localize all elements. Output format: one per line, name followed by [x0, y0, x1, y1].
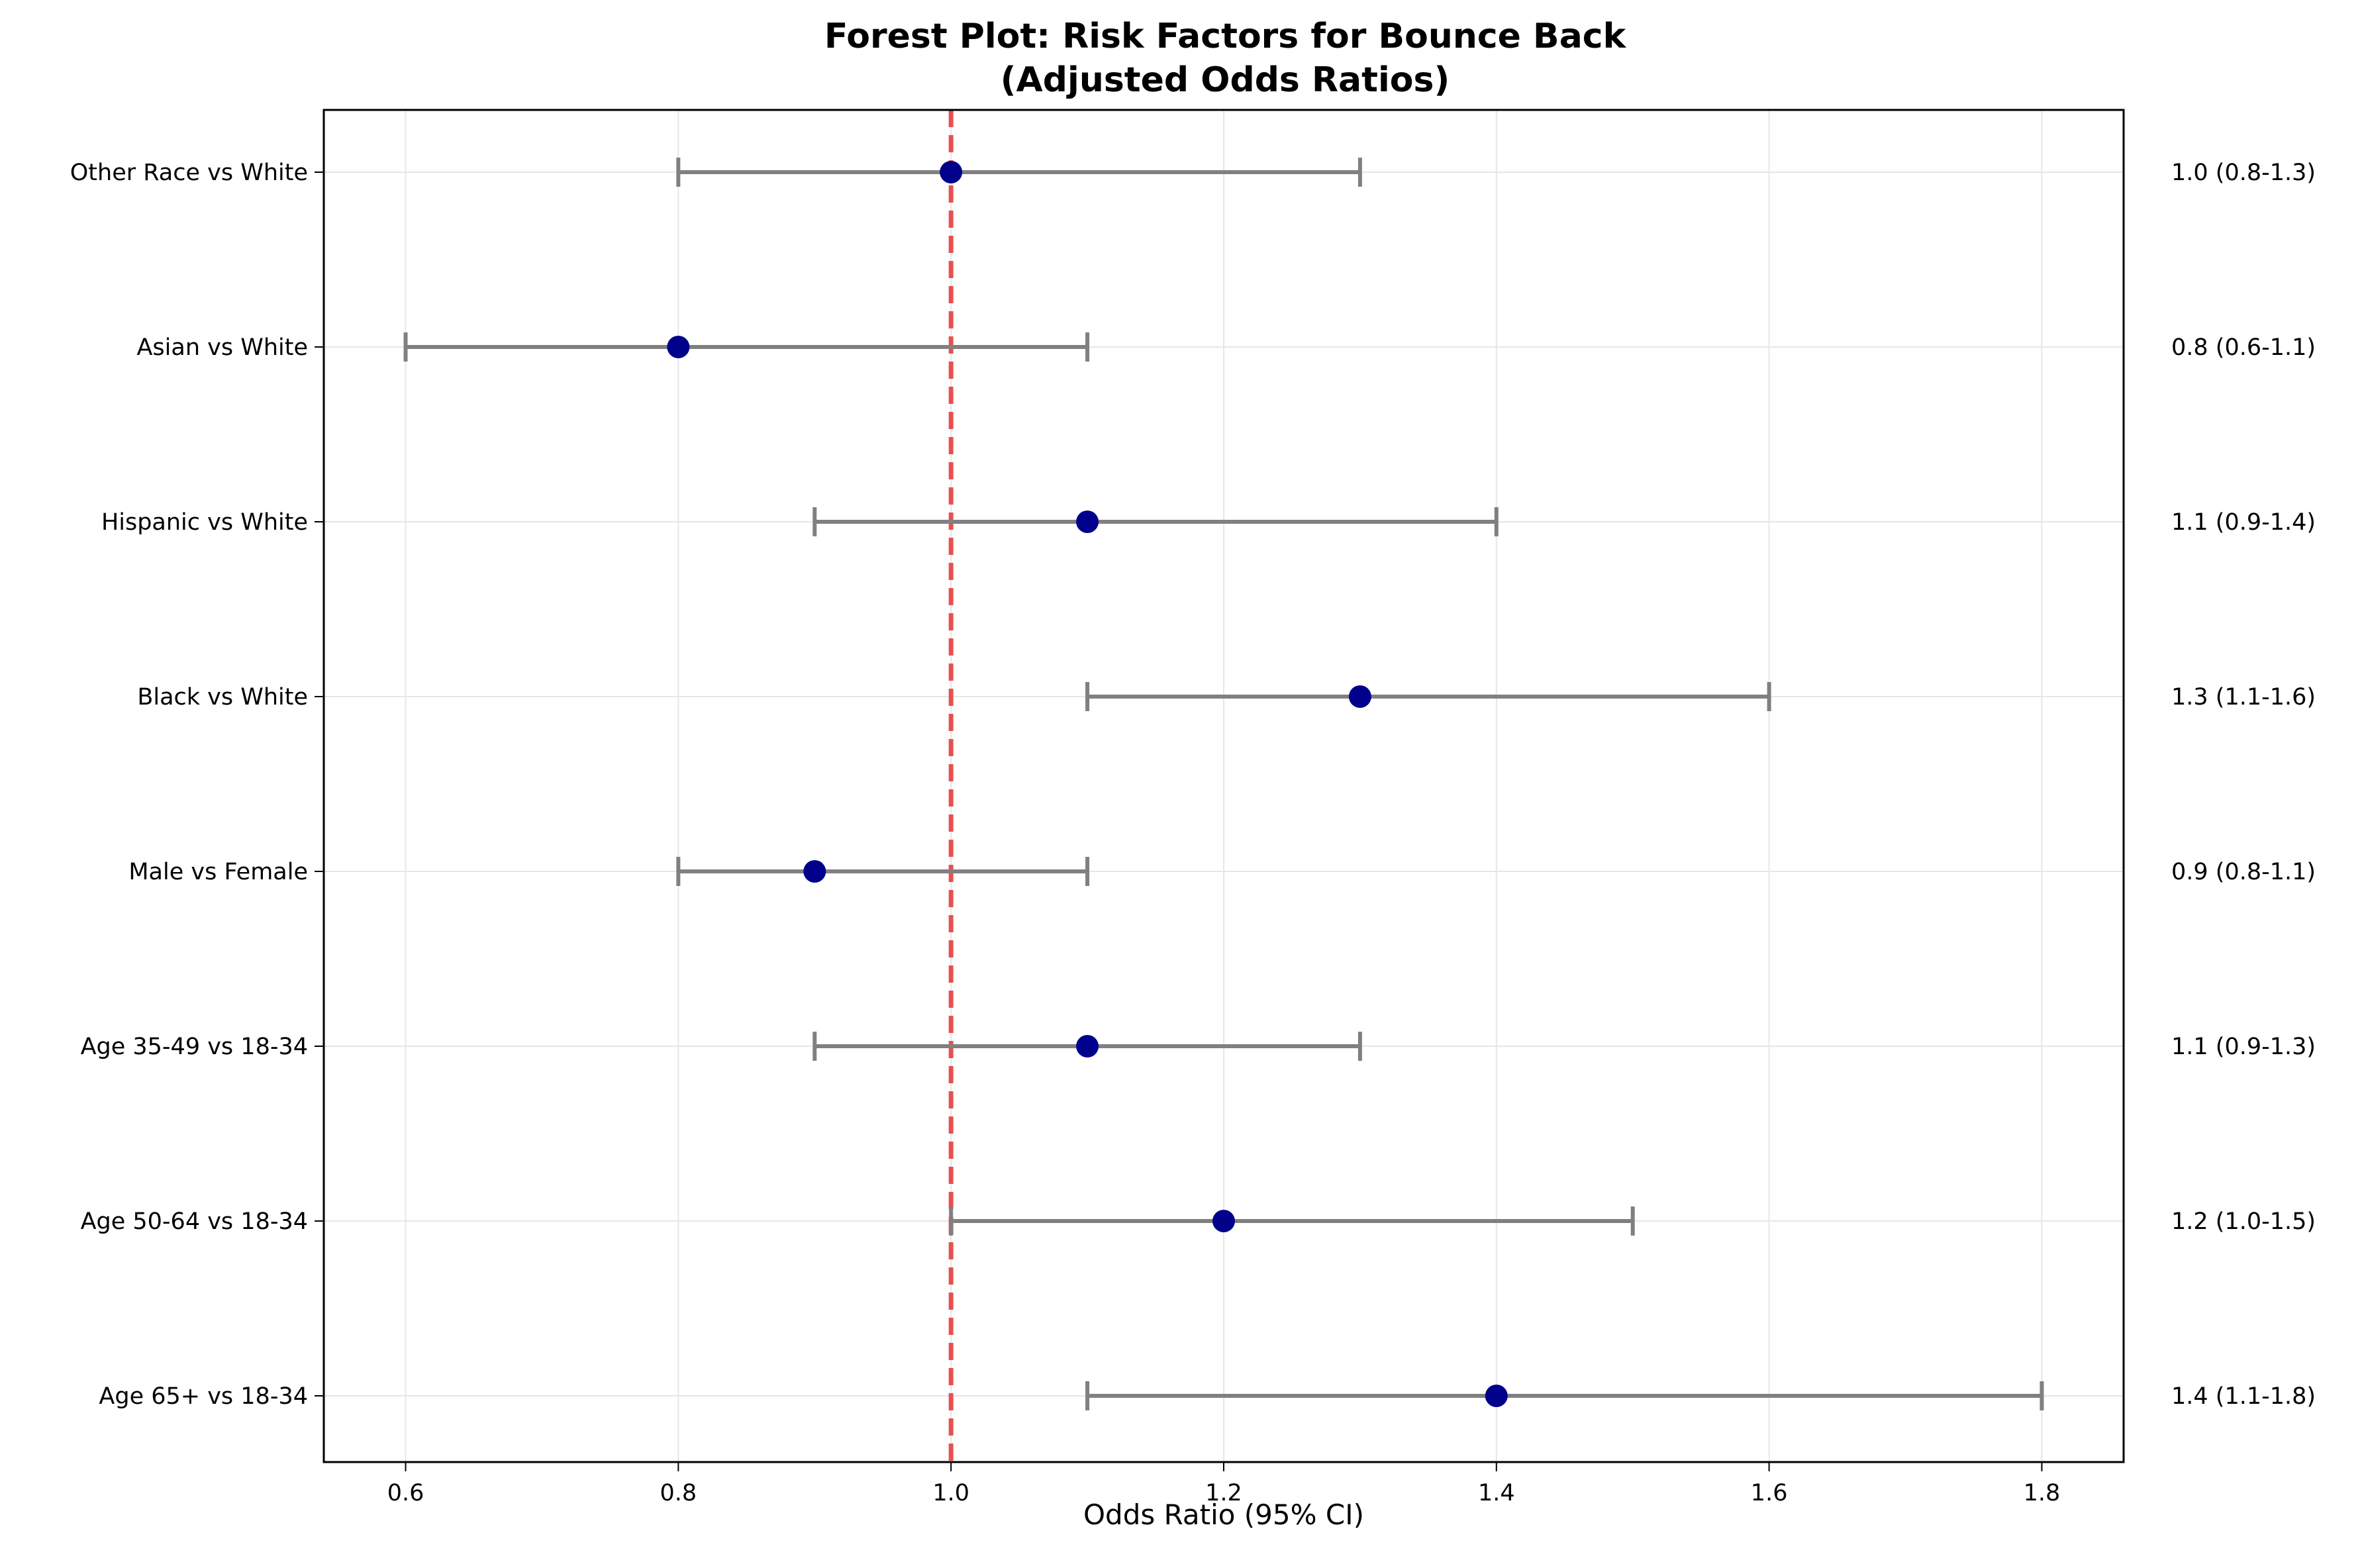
- odds-ratio-point: [1076, 511, 1099, 533]
- odds-ratio-point: [940, 161, 963, 183]
- x-tick-label: 0.8: [660, 1480, 697, 1506]
- odds-ratio-point: [667, 336, 690, 358]
- row-label: Age 50-64 vs 18-34: [81, 1208, 308, 1235]
- odds-ratio-point: [1348, 685, 1371, 708]
- or-annotations: 1.0 (0.8-1.3) 0.8 (0.6-1.1) 1.1 (0.9-1.4) 1…: [2171, 160, 2316, 1410]
- or-ci-annotation: 1.4 (1.1-1.8): [2171, 1383, 2316, 1410]
- x-tick-label: 1.4: [1478, 1480, 1515, 1506]
- row-label: Age 65+ vs 18-34: [99, 1383, 308, 1410]
- or-ci-annotation: 1.2 (1.0-1.5): [2171, 1208, 2316, 1235]
- chart-title-line-2: (Adjusted Odds Ratios): [1001, 60, 1450, 100]
- or-ci-annotation: 0.9 (0.8-1.1): [2171, 859, 2316, 885]
- x-axis-label: Odds Ratio (95% CI): [1083, 1498, 1364, 1531]
- x-axis-ticks: 0.6 0.8 1.0 1.2 1.4 1.6 1.8: [387, 1462, 2061, 1506]
- x-tick-label: 1.2: [1205, 1480, 1242, 1506]
- row-label: Black vs White: [137, 684, 308, 710]
- odds-ratio-points: [667, 161, 1508, 1407]
- odds-ratio-point: [1485, 1385, 1508, 1407]
- row-label: Other Race vs White: [70, 160, 308, 186]
- row-label: Male vs Female: [128, 859, 308, 885]
- y-axis-labels: Other Race vs White Asian vs White Hispani…: [70, 160, 324, 1410]
- row-label: Hispanic vs White: [101, 509, 308, 536]
- odds-ratio-point: [1076, 1035, 1099, 1057]
- or-ci-annotation: 1.0 (0.8-1.3): [2171, 160, 2316, 186]
- chart-title-line-1: Forest Plot: Risk Factors for Bounce Bac…: [824, 17, 1627, 56]
- or-ci-annotation: 1.1 (0.9-1.3): [2171, 1034, 2316, 1060]
- or-ci-annotation: 1.3 (1.1-1.6): [2171, 684, 2316, 710]
- or-ci-annotation: 0.8 (0.6-1.1): [2171, 334, 2316, 361]
- odds-ratio-point: [803, 860, 826, 883]
- x-tick-label: 0.6: [387, 1480, 424, 1506]
- or-ci-annotation: 1.1 (0.9-1.4): [2171, 509, 2316, 536]
- row-label: Asian vs White: [136, 334, 308, 361]
- odds-ratio-point: [1212, 1210, 1235, 1232]
- row-label: Age 35-49 vs 18-34: [81, 1034, 308, 1060]
- x-tick-label: 1.8: [2024, 1480, 2061, 1506]
- x-tick-label: 1.6: [1751, 1480, 1788, 1506]
- x-tick-label: 1.0: [932, 1480, 969, 1506]
